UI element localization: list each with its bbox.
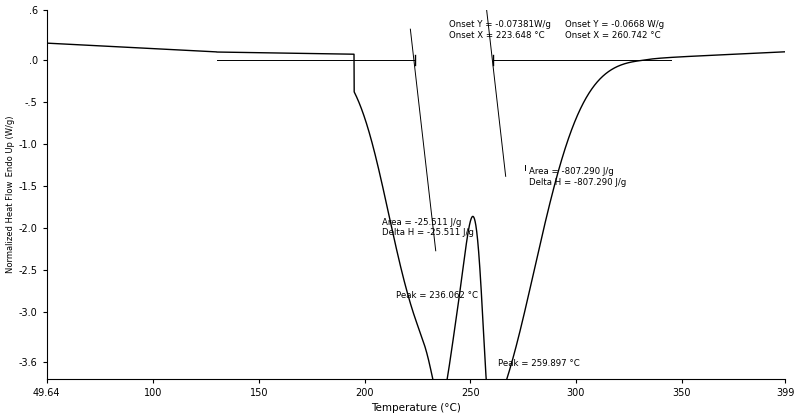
Text: Area = -807.290 J/g
Delta H = -807.290 J/g: Area = -807.290 J/g Delta H = -807.290 J… [530,167,626,187]
Text: Peak = 259.897 °C: Peak = 259.897 °C [498,359,579,368]
Y-axis label: Normalized Heat Flow Endo Up (W/g): Normalized Heat Flow Endo Up (W/g) [6,116,14,273]
Text: Onset Y = -0.0668 W/g
Onset X = 260.742 °C: Onset Y = -0.0668 W/g Onset X = 260.742 … [566,21,665,40]
Text: Peak = 236.062 °C: Peak = 236.062 °C [396,291,478,300]
Text: Area = -25.511 J/g
Delta H = -25.511 J/g: Area = -25.511 J/g Delta H = -25.511 J/g [382,218,474,237]
X-axis label: Temperature (°C): Temperature (°C) [371,403,461,414]
Text: Onset Y = -0.07381W/g
Onset X = 223.648 °C: Onset Y = -0.07381W/g Onset X = 223.648 … [449,21,551,40]
